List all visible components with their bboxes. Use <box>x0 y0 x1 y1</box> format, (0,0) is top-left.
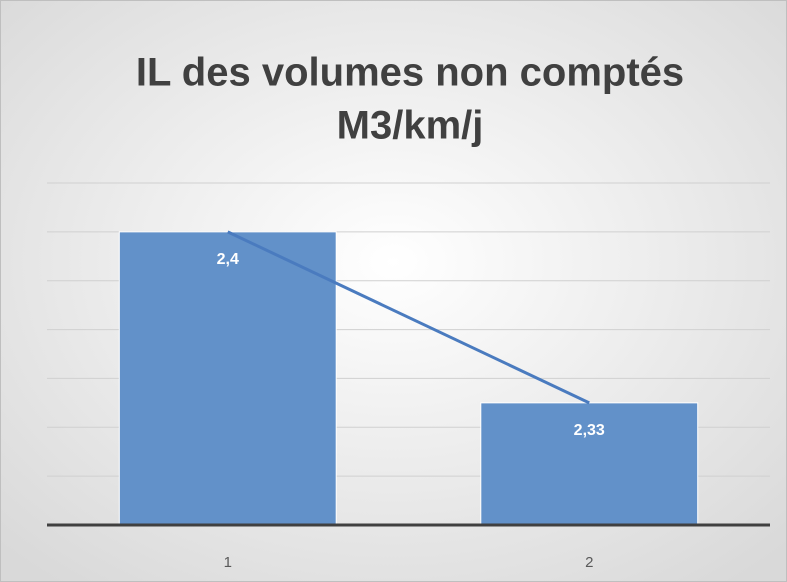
data-label: 2,4 <box>217 251 239 268</box>
data-label: 2,33 <box>574 422 605 439</box>
chart-title: IL des volumes non comptés <box>136 51 684 95</box>
line <box>227 230 590 405</box>
chart-title: M3/km/j <box>337 104 484 148</box>
x-tick-label: 2 <box>585 554 593 571</box>
bar <box>480 402 699 526</box>
x-tick-label: 1 <box>224 554 232 571</box>
bar <box>118 231 337 526</box>
